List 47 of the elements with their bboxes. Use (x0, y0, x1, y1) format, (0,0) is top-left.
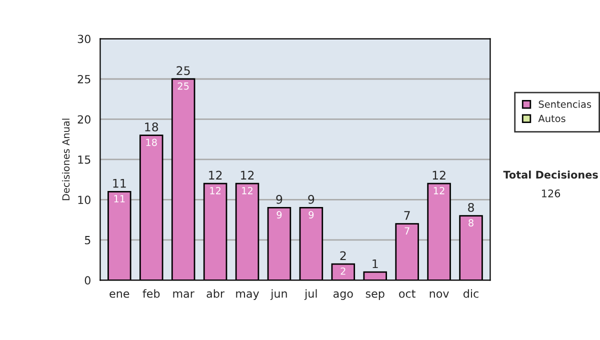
data-label: 12 (434, 186, 444, 194)
data-label: 7 (404, 227, 410, 234)
x-tick-label: feb (142, 289, 160, 298)
data-label: 9 (276, 211, 282, 218)
total-label: 18 (145, 122, 158, 132)
x-tick-label: abr (206, 289, 224, 298)
data-label: 2 (340, 267, 346, 275)
data-label: 12 (242, 186, 252, 194)
data-label: 9 (308, 211, 314, 218)
x-tick-label: mar (173, 291, 194, 298)
total-label: 11 (113, 178, 126, 188)
total-label: 1 (372, 259, 378, 268)
legend-label: Sentencias (538, 100, 592, 108)
y-tick-label: 5 (84, 236, 90, 244)
data-label: 25 (178, 82, 189, 90)
data-label: 11 (114, 195, 125, 202)
legend-label: Autos (538, 114, 566, 122)
y-tick-label: 20 (78, 115, 90, 124)
data-label: 12 (210, 186, 220, 194)
x-tick-label: sep (366, 291, 384, 300)
total-label: 25 (176, 66, 190, 76)
data-label: 18 (146, 138, 157, 146)
x-tick-label: jun (270, 289, 287, 300)
total-label: 12 (432, 170, 446, 180)
total-label: 2 (340, 251, 346, 260)
x-tick-label: jul (304, 289, 317, 300)
x-tick-label: ene (110, 291, 130, 298)
y-tick-label: 25 (78, 74, 90, 84)
x-tick-label: ago (333, 291, 353, 300)
x-tick-label: may (236, 291, 260, 300)
x-tick-label: dic (464, 289, 478, 298)
total-label: 8 (468, 202, 474, 212)
y-tick-label: 30 (78, 34, 90, 44)
y-tick-label: 0 (84, 276, 90, 285)
x-tick-label: nov (430, 291, 449, 298)
total-label: 9 (308, 194, 314, 204)
total-label: 9 (276, 194, 282, 204)
total-label: 12 (209, 170, 222, 180)
data-label: 8 (468, 219, 474, 227)
total-label: 12 (241, 170, 254, 180)
text: 126 (542, 189, 560, 198)
y-axis-title: Decisiones Anual (62, 118, 70, 200)
y-tick-label: 10 (78, 196, 90, 204)
x-tick-label: oct (399, 290, 416, 298)
y-tick-label: 15 (78, 156, 90, 164)
text: Total Decisiones (503, 170, 598, 179)
total-label: 7 (404, 211, 410, 220)
